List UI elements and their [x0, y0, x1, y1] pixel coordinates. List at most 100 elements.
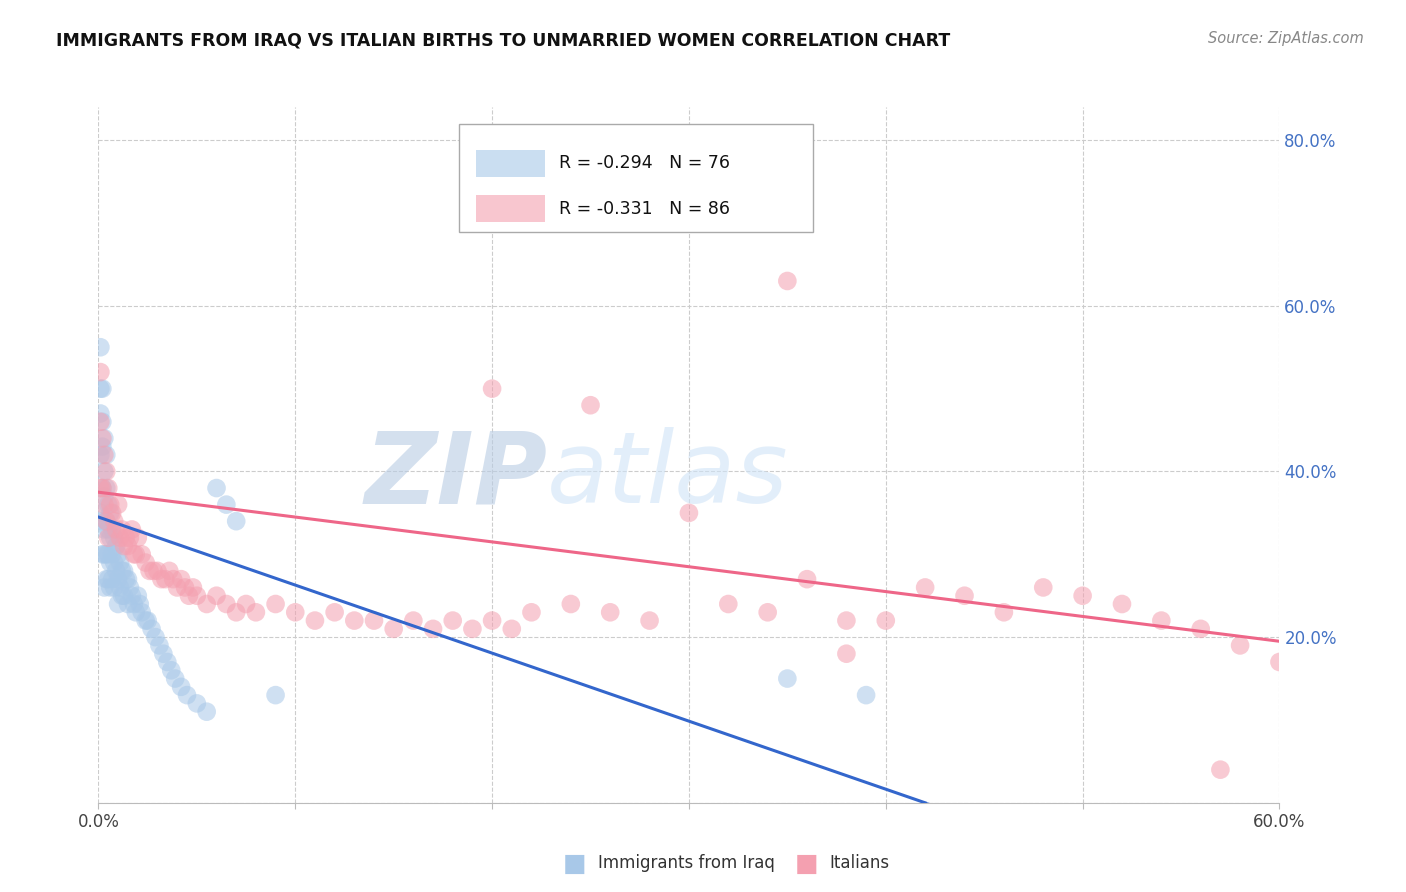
Point	[953, 589, 976, 603]
Point	[115, 531, 138, 545]
Point	[181, 581, 204, 595]
Point	[89, 448, 111, 462]
Point	[141, 622, 163, 636]
Point	[122, 547, 145, 561]
Point	[1071, 589, 1094, 603]
Point	[97, 572, 120, 586]
Point	[103, 581, 125, 595]
Text: atlas: atlas	[547, 427, 789, 524]
Point	[343, 614, 366, 628]
Point	[89, 481, 111, 495]
Point	[96, 465, 118, 479]
Point	[174, 581, 197, 595]
Point	[103, 531, 125, 545]
Point	[875, 614, 897, 628]
Text: ZIP: ZIP	[364, 427, 547, 524]
Point	[186, 697, 208, 711]
Point	[245, 605, 267, 619]
Point	[1268, 655, 1291, 669]
Point	[1032, 581, 1054, 595]
Point	[107, 572, 129, 586]
Point	[117, 597, 139, 611]
Point	[96, 448, 118, 462]
FancyBboxPatch shape	[458, 124, 813, 232]
Point	[117, 572, 139, 586]
Point	[756, 605, 779, 619]
Point	[118, 581, 141, 595]
Point	[150, 572, 173, 586]
Point	[146, 564, 169, 578]
Point	[225, 514, 247, 528]
Text: IMMIGRANTS FROM IRAQ VS ITALIAN BIRTHS TO UNMARRIED WOMEN CORRELATION CHART: IMMIGRANTS FROM IRAQ VS ITALIAN BIRTHS T…	[56, 31, 950, 49]
Point	[166, 581, 188, 595]
Point	[195, 705, 218, 719]
Point	[112, 564, 135, 578]
Point	[121, 589, 143, 603]
Point	[101, 523, 124, 537]
Point	[225, 605, 247, 619]
Point	[108, 581, 131, 595]
Point	[131, 605, 153, 619]
Point	[91, 481, 114, 495]
Point	[205, 481, 228, 495]
Point	[108, 556, 131, 570]
Point	[101, 547, 124, 561]
Point	[136, 614, 159, 628]
Point	[156, 655, 179, 669]
Point	[138, 564, 160, 578]
Text: R = -0.294   N = 76: R = -0.294 N = 76	[560, 154, 730, 172]
Point	[108, 531, 131, 545]
Point	[89, 415, 111, 429]
Point	[107, 498, 129, 512]
Point	[599, 605, 621, 619]
Point	[96, 572, 118, 586]
Point	[111, 589, 134, 603]
Point	[89, 407, 111, 421]
Point	[111, 523, 134, 537]
Point	[96, 547, 118, 561]
Point	[101, 506, 124, 520]
Point	[304, 614, 326, 628]
Point	[93, 498, 115, 512]
Point	[98, 556, 121, 570]
Point	[125, 605, 148, 619]
Point	[796, 572, 818, 586]
Point	[121, 523, 143, 537]
Point	[98, 531, 121, 545]
Point	[97, 531, 120, 545]
Point	[107, 597, 129, 611]
Point	[461, 622, 484, 636]
Bar	[477, 195, 546, 222]
Point	[105, 539, 128, 553]
Point	[91, 481, 114, 495]
Point	[855, 688, 877, 702]
Point	[127, 589, 149, 603]
Point	[1111, 597, 1133, 611]
Point	[122, 597, 145, 611]
Bar	[477, 150, 546, 177]
Point	[93, 431, 115, 445]
Point	[155, 572, 177, 586]
Point	[91, 415, 114, 429]
Point	[162, 572, 184, 586]
Point	[91, 382, 114, 396]
Point	[776, 672, 799, 686]
Text: Italians: Italians	[830, 855, 890, 872]
Point	[142, 564, 165, 578]
Point	[93, 547, 115, 561]
Point	[118, 531, 141, 545]
Point	[115, 572, 138, 586]
Point	[579, 398, 602, 412]
Point	[112, 539, 135, 553]
Point	[177, 589, 200, 603]
Point	[160, 663, 183, 677]
Y-axis label: Births to Unmarried Women: Births to Unmarried Women	[0, 339, 8, 571]
Point	[89, 340, 111, 354]
Point	[481, 382, 503, 396]
Point	[98, 498, 121, 512]
Text: R = -0.331   N = 86: R = -0.331 N = 86	[560, 200, 730, 218]
Point	[93, 465, 115, 479]
Point	[1229, 639, 1251, 653]
Point	[107, 547, 129, 561]
Point	[145, 630, 167, 644]
